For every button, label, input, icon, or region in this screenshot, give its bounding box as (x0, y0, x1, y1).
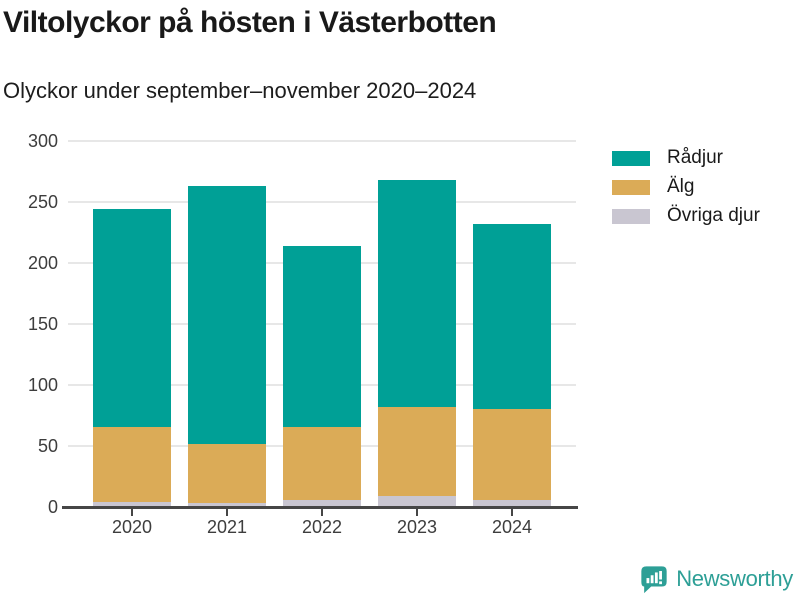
bar-2021-segment-radjur (188, 186, 266, 444)
x-tick-label-2024: 2024 (491, 517, 533, 537)
legend-swatch-alg (612, 179, 650, 195)
y-tick-label-150: 150 (27, 314, 58, 334)
y-tick-label-250: 250 (27, 192, 58, 212)
bar-2023-segment-ovriga-djur (378, 496, 456, 507)
newsworthy-branding: Newsworthy (639, 564, 793, 594)
y-tick-label-100: 100 (27, 375, 58, 395)
bar-2021-segment-ovriga-djur (188, 503, 266, 507)
bar-2023-segment-alg (378, 406, 456, 497)
bar-2024-segment-radjur (473, 223, 551, 410)
x-tick-mark-2023 (416, 509, 418, 516)
bar-2021 (188, 186, 266, 507)
newsworthy-wordmark: Newsworthy (676, 566, 793, 591)
x-tick-mark-2024 (511, 509, 513, 516)
bar-2024 (473, 223, 551, 507)
bar-2020 (93, 209, 171, 507)
chart-title: Viltolyckor på hösten i Västerbotten (3, 6, 497, 39)
bar-2023-segment-radjur (378, 180, 456, 407)
legend: Rådjur Älg Övriga djur (612, 147, 760, 234)
y-tick-label-0: 0 (47, 497, 58, 517)
y-tick-label-50: 50 (37, 436, 58, 456)
bar-2020-segment-radjur (93, 209, 171, 427)
legend-swatch-radjur (612, 150, 650, 166)
legend-item-radjur: Rådjur (612, 147, 760, 169)
x-tick-mark-2021 (226, 509, 228, 516)
x-tick-label-2021: 2021 (206, 517, 248, 537)
legend-label-alg: Älg (667, 176, 695, 197)
x-tick-label-2023: 2023 (396, 517, 438, 537)
bar-2023 (378, 180, 456, 507)
gridline-300 (68, 140, 576, 142)
x-tick-mark-2020 (131, 509, 133, 516)
newsworthy-logo-icon (641, 566, 667, 594)
y-tick-label-300: 300 (27, 131, 58, 151)
bar-2024-segment-ovriga-djur (473, 499, 551, 507)
legend-item-alg: Älg (612, 176, 760, 198)
bar-2022-segment-radjur (283, 245, 361, 427)
legend-label-ovriga-djur: Övriga djur (667, 205, 760, 226)
x-tick-label-2020: 2020 (111, 517, 153, 537)
bar-2024-segment-alg (473, 409, 551, 500)
bar-2022 (283, 245, 361, 507)
bar-2022-segment-alg (283, 426, 361, 500)
plot-area: 0 50 100 150 200 250 300 2020 2021 2022 2023 2024 (28, 132, 578, 537)
y-tick-label-200: 200 (27, 253, 58, 273)
legend-label-radjur: Rådjur (667, 147, 723, 168)
bar-2022-segment-ovriga-djur (283, 499, 361, 507)
gridline-250 (68, 201, 576, 203)
legend-item-ovriga-djur: Övriga djur (612, 205, 760, 227)
bar-2020-segment-alg (93, 426, 171, 503)
x-tick-label-2022: 2022 (301, 517, 343, 537)
bar-2021-segment-alg (188, 443, 266, 504)
bar-2020-segment-ovriga-djur (93, 502, 171, 507)
legend-swatch-ovriga-djur (612, 208, 650, 224)
chart-subtitle: Olyckor under september–november 2020–20… (3, 78, 477, 103)
x-axis-line (62, 506, 578, 509)
x-tick-mark-2022 (321, 509, 323, 516)
